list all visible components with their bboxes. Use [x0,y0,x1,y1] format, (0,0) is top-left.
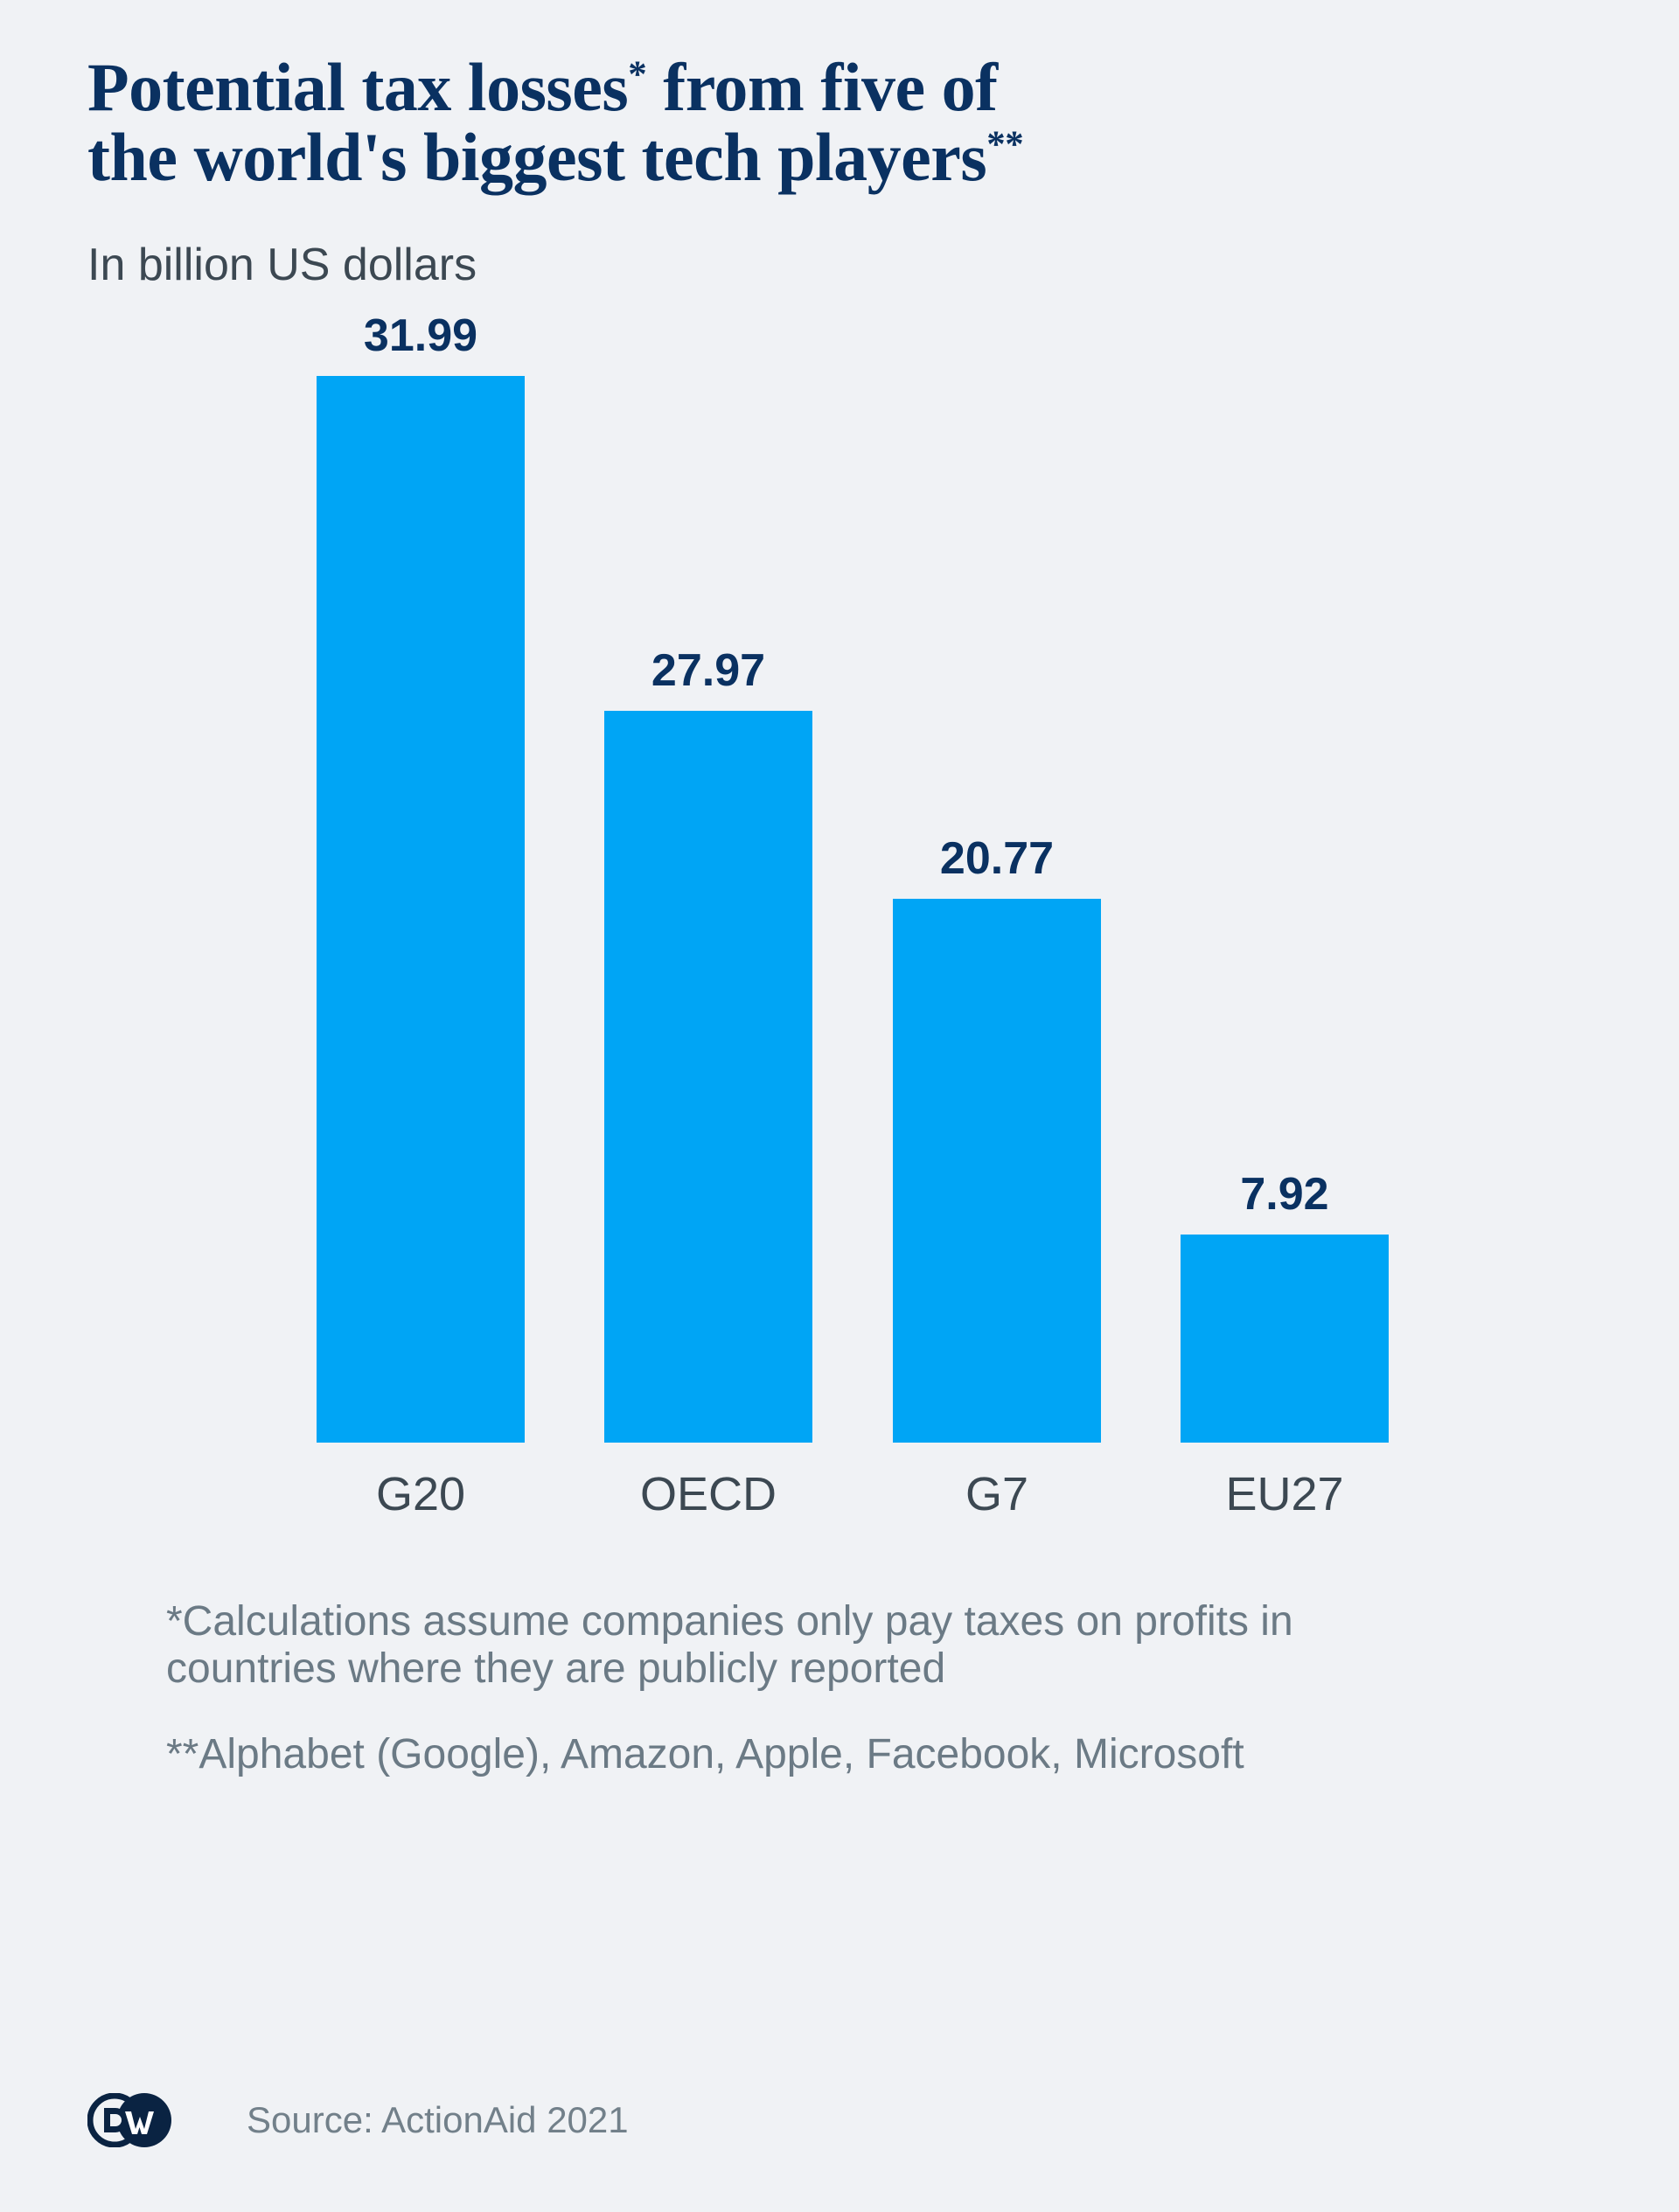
bar-group-3[interactable]: 7.92 EU27 [1181,1172,1389,1518]
bar-rect-1[interactable] [604,711,812,1443]
title-line-1-text: Potential tax losses [87,49,629,125]
title-line-2-text: the world's biggest tech players [87,118,987,195]
title-footnote-marker-single: * [628,54,647,95]
footnotes-block: *Calculations assume companies only pay … [166,1598,1460,1779]
bar-value-3: 7.92 [1240,1169,1329,1220]
dw-logo-icon [87,2093,171,2147]
chart-header: Potential tax losses* from five of the wo… [87,52,1417,290]
chart-subtitle: In billion US dollars [87,240,477,291]
page-title: Potential tax losses* from five of the wo… [87,52,1417,191]
bar-value-1: 27.97 [651,645,766,696]
bar-category-label-2: G7 [965,1468,1029,1520]
bar-value-2: 20.77 [939,833,1055,884]
bar-group-0[interactable]: 31.99 G20 [317,313,525,1518]
bar-rect-3[interactable] [1181,1235,1389,1443]
source-label: Source: ActionAid 2021 [247,2099,629,2140]
bar-category-label-1: OECD [639,1468,777,1520]
title-footnote-marker-double: ** [986,123,1024,165]
footnote-calculations: *Calculations assume companies only pay … [166,1598,1293,1693]
bar-value-0: 31.99 [363,310,478,361]
bar-group-2[interactable]: 20.77 G7 [893,836,1101,1518]
bar-group-1[interactable]: 27.97 OECD [604,648,812,1518]
footnote-companies: **Alphabet (Google), Amazon, Apple, Face… [166,1731,1244,1778]
chart-footer: Source: ActionAid 2021 [87,2081,1592,2160]
bar-category-label-3: EU27 [1225,1468,1344,1520]
title-line-1-rest: from five of [646,49,998,125]
bar-category-label-0: G20 [375,1468,466,1520]
bar-rect-0[interactable] [317,376,525,1443]
bar-rect-2[interactable] [893,899,1101,1443]
